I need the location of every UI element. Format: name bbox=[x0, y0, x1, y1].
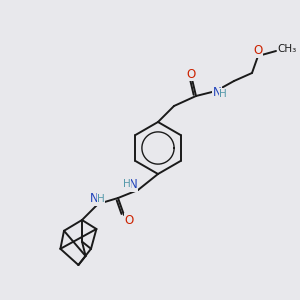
Text: H: H bbox=[97, 194, 105, 204]
Text: O: O bbox=[186, 68, 196, 80]
Text: H: H bbox=[123, 179, 131, 189]
Text: N: N bbox=[213, 85, 221, 98]
Text: O: O bbox=[254, 44, 262, 58]
Text: CH₃: CH₃ bbox=[278, 44, 297, 54]
Text: N: N bbox=[90, 193, 98, 206]
Text: N: N bbox=[129, 178, 137, 191]
Text: H: H bbox=[219, 89, 227, 99]
Text: O: O bbox=[124, 214, 134, 226]
